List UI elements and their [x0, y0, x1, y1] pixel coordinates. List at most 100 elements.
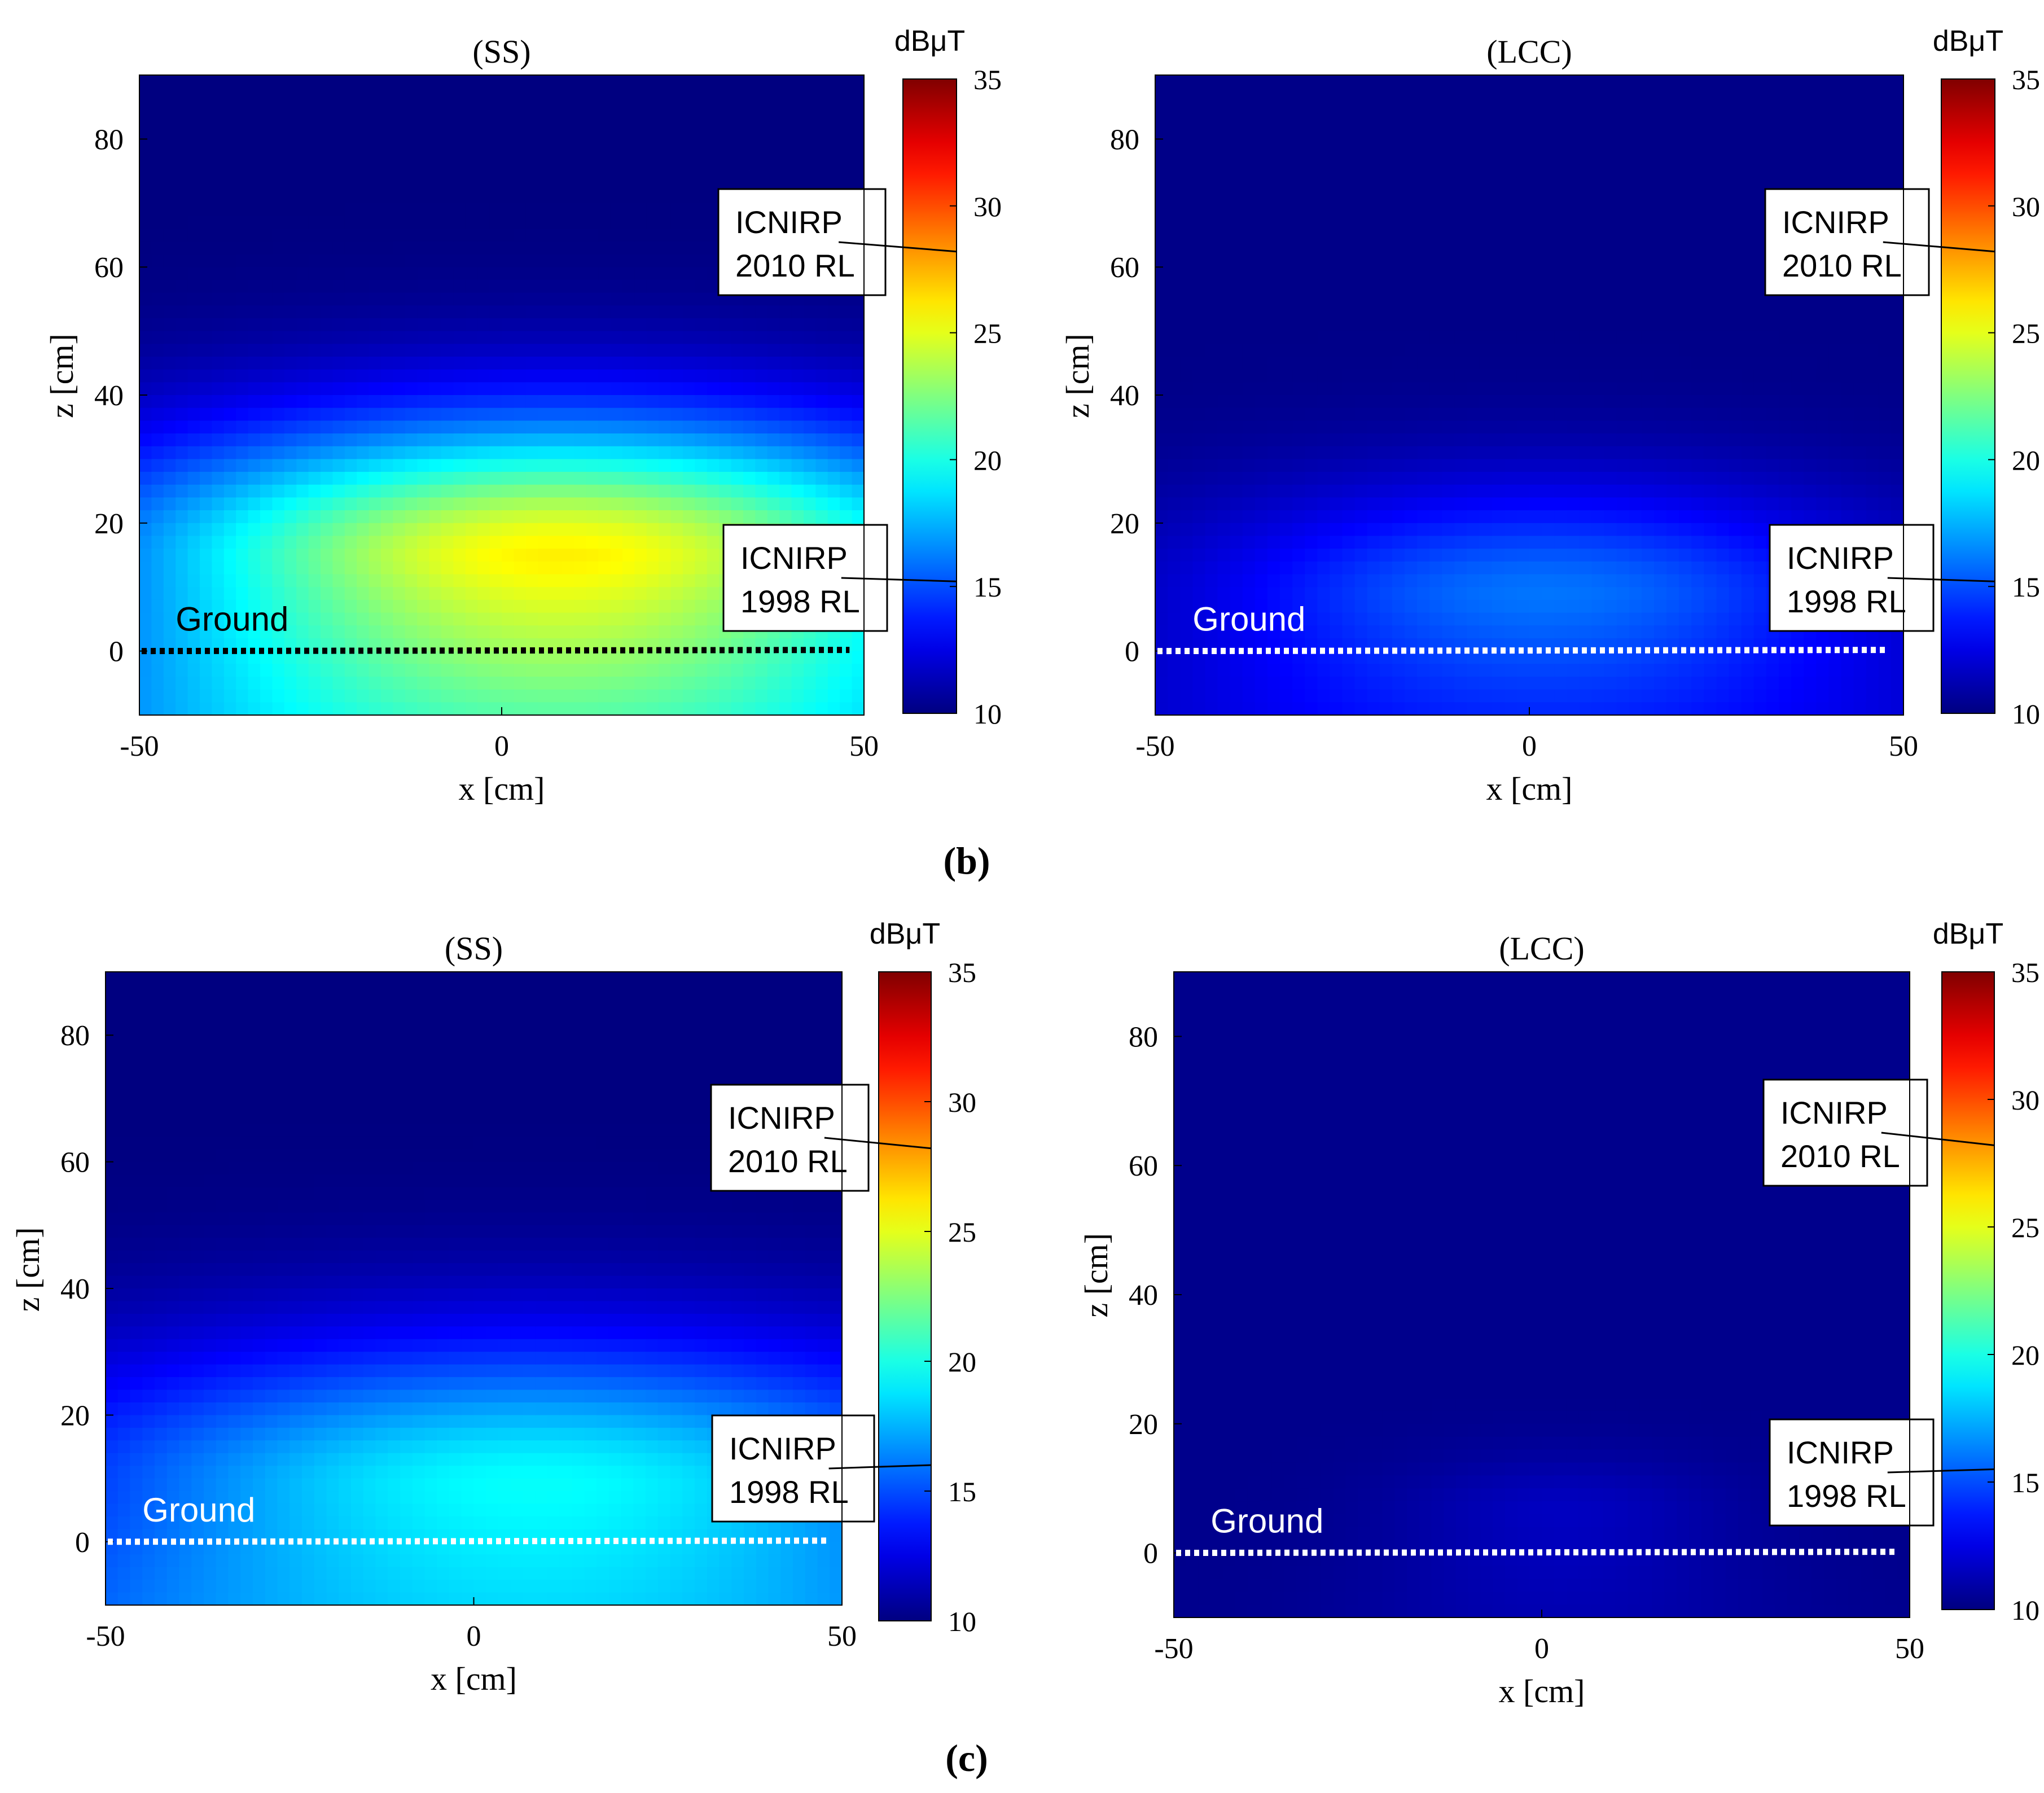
heatmap-cell: [1217, 510, 1231, 524]
heatmap-cell: [707, 344, 720, 357]
heatmap-cell: [1442, 164, 1455, 178]
heatmap-cell: [369, 612, 381, 626]
heatmap-cell: [1567, 676, 1580, 690]
heatmap-cell: [574, 100, 587, 114]
heatmap-cell: [574, 587, 587, 600]
heatmap-cell: [670, 599, 683, 613]
heatmap-cell: [634, 612, 647, 626]
heatmap-cell: [574, 676, 587, 690]
heatmap-cell: [308, 152, 321, 165]
heatmap-cell: [1280, 254, 1293, 268]
heatmap-cell: [1479, 139, 1493, 152]
heatmap-cell: [308, 702, 321, 716]
heatmap-cell: [1442, 446, 1455, 460]
heatmap-cell: [1205, 395, 1218, 409]
heatmap-cell: [707, 126, 720, 140]
heatmap-cell: [1330, 407, 1343, 422]
heatmap-cell: [791, 676, 804, 690]
heatmap-cell: [1554, 523, 1568, 537]
heatmap-cell: [1217, 177, 1231, 191]
heatmap-cell: [176, 420, 188, 434]
heatmap-cell: [598, 356, 611, 370]
heatmap-cell: [1454, 152, 1468, 165]
heatmap-cell: [695, 75, 708, 89]
heatmap-cell: [236, 139, 249, 152]
heatmap-cell: [260, 279, 273, 293]
heatmap-cell: [1168, 395, 1181, 409]
heatmap-cell: [1192, 676, 1206, 690]
heatmap-cell: [1516, 331, 1530, 345]
heatmap-cell: [223, 344, 236, 357]
heatmap-cell: [670, 126, 683, 140]
heatmap-cell: [683, 599, 696, 613]
heatmap-cell: [550, 536, 563, 549]
heatmap-cell: [1342, 459, 1356, 472]
heatmap-cell: [827, 87, 840, 102]
heatmap-cell: [357, 702, 370, 716]
heatmap-cell: [1492, 651, 1505, 665]
heatmap-cell: [1479, 318, 1493, 332]
heatmap-cell: [284, 676, 297, 690]
heatmap-cell: [1479, 549, 1493, 562]
heatmap-cell: [344, 472, 357, 485]
heatmap-cell: [248, 126, 261, 140]
heatmap-cell: [779, 344, 792, 357]
heatmap-cell: [852, 356, 865, 370]
heatmap-cell: [1629, 318, 1642, 332]
heatmap-cell: [139, 254, 152, 268]
heatmap-cell: [1516, 152, 1530, 165]
heatmap-cell: [1379, 190, 1393, 204]
heatmap-cell: [260, 561, 273, 575]
heatmap-cell: [562, 702, 575, 716]
heatmap-cell: [1292, 139, 1305, 152]
heatmap-cell: [1342, 472, 1356, 485]
heatmap-cell: [1367, 536, 1380, 549]
heatmap-cell: [610, 331, 623, 345]
heatmap-cell: [200, 561, 213, 575]
heatmap-cell: [767, 395, 780, 409]
heatmap-cell: [489, 612, 502, 626]
heatmap-cell: [598, 75, 611, 89]
heatmap-cell: [139, 152, 152, 165]
heatmap-cell: [1591, 344, 1605, 357]
heatmap-cell: [646, 318, 659, 332]
heatmap-cell: [429, 459, 442, 472]
heatmap-cell: [1367, 420, 1380, 434]
heatmap-cell: [1591, 446, 1605, 460]
heatmap-cell: [357, 292, 370, 306]
heatmap-cell: [344, 612, 357, 626]
heatmap-cell: [223, 664, 236, 677]
heatmap-cell: [236, 203, 249, 217]
heatmap-cell: [670, 561, 683, 575]
heatmap-cell: [1242, 113, 1256, 127]
heatmap-cell: [477, 305, 490, 319]
heatmap-cell: [1454, 331, 1468, 345]
heatmap-cell: [223, 267, 236, 280]
heatmap-cell: [767, 164, 780, 178]
heatmap-cell: [1629, 87, 1642, 102]
heatmap-cell: [489, 676, 502, 690]
heatmap-cell: [502, 446, 515, 460]
ground-label: Ground: [176, 600, 288, 638]
heatmap-cell: [514, 190, 527, 204]
heatmap-cell: [489, 216, 502, 229]
heatmap-cell: [707, 229, 720, 242]
heatmap-cell: [369, 536, 381, 549]
heatmap-cell: [1217, 599, 1231, 613]
heatmap-cell: [1392, 241, 1405, 255]
heatmap-cell: [223, 305, 236, 319]
heatmap-cell: [1230, 472, 1243, 485]
heatmap-cell: [779, 139, 792, 152]
heatmap-cell: [1342, 344, 1356, 357]
heatmap-cell: [1442, 664, 1455, 677]
heatmap-cell: [441, 664, 454, 677]
heatmap-cell: [1168, 549, 1181, 562]
heatmap-cell: [670, 497, 683, 511]
heatmap-cell: [344, 484, 357, 498]
heatmap-cell: [1504, 75, 1517, 89]
heatmap-cell: [1529, 75, 1542, 89]
heatmap-cell: [1442, 305, 1455, 319]
heatmap-cell: [1205, 279, 1218, 293]
heatmap-cell: [1504, 497, 1517, 511]
heatmap-cell: [139, 433, 152, 447]
